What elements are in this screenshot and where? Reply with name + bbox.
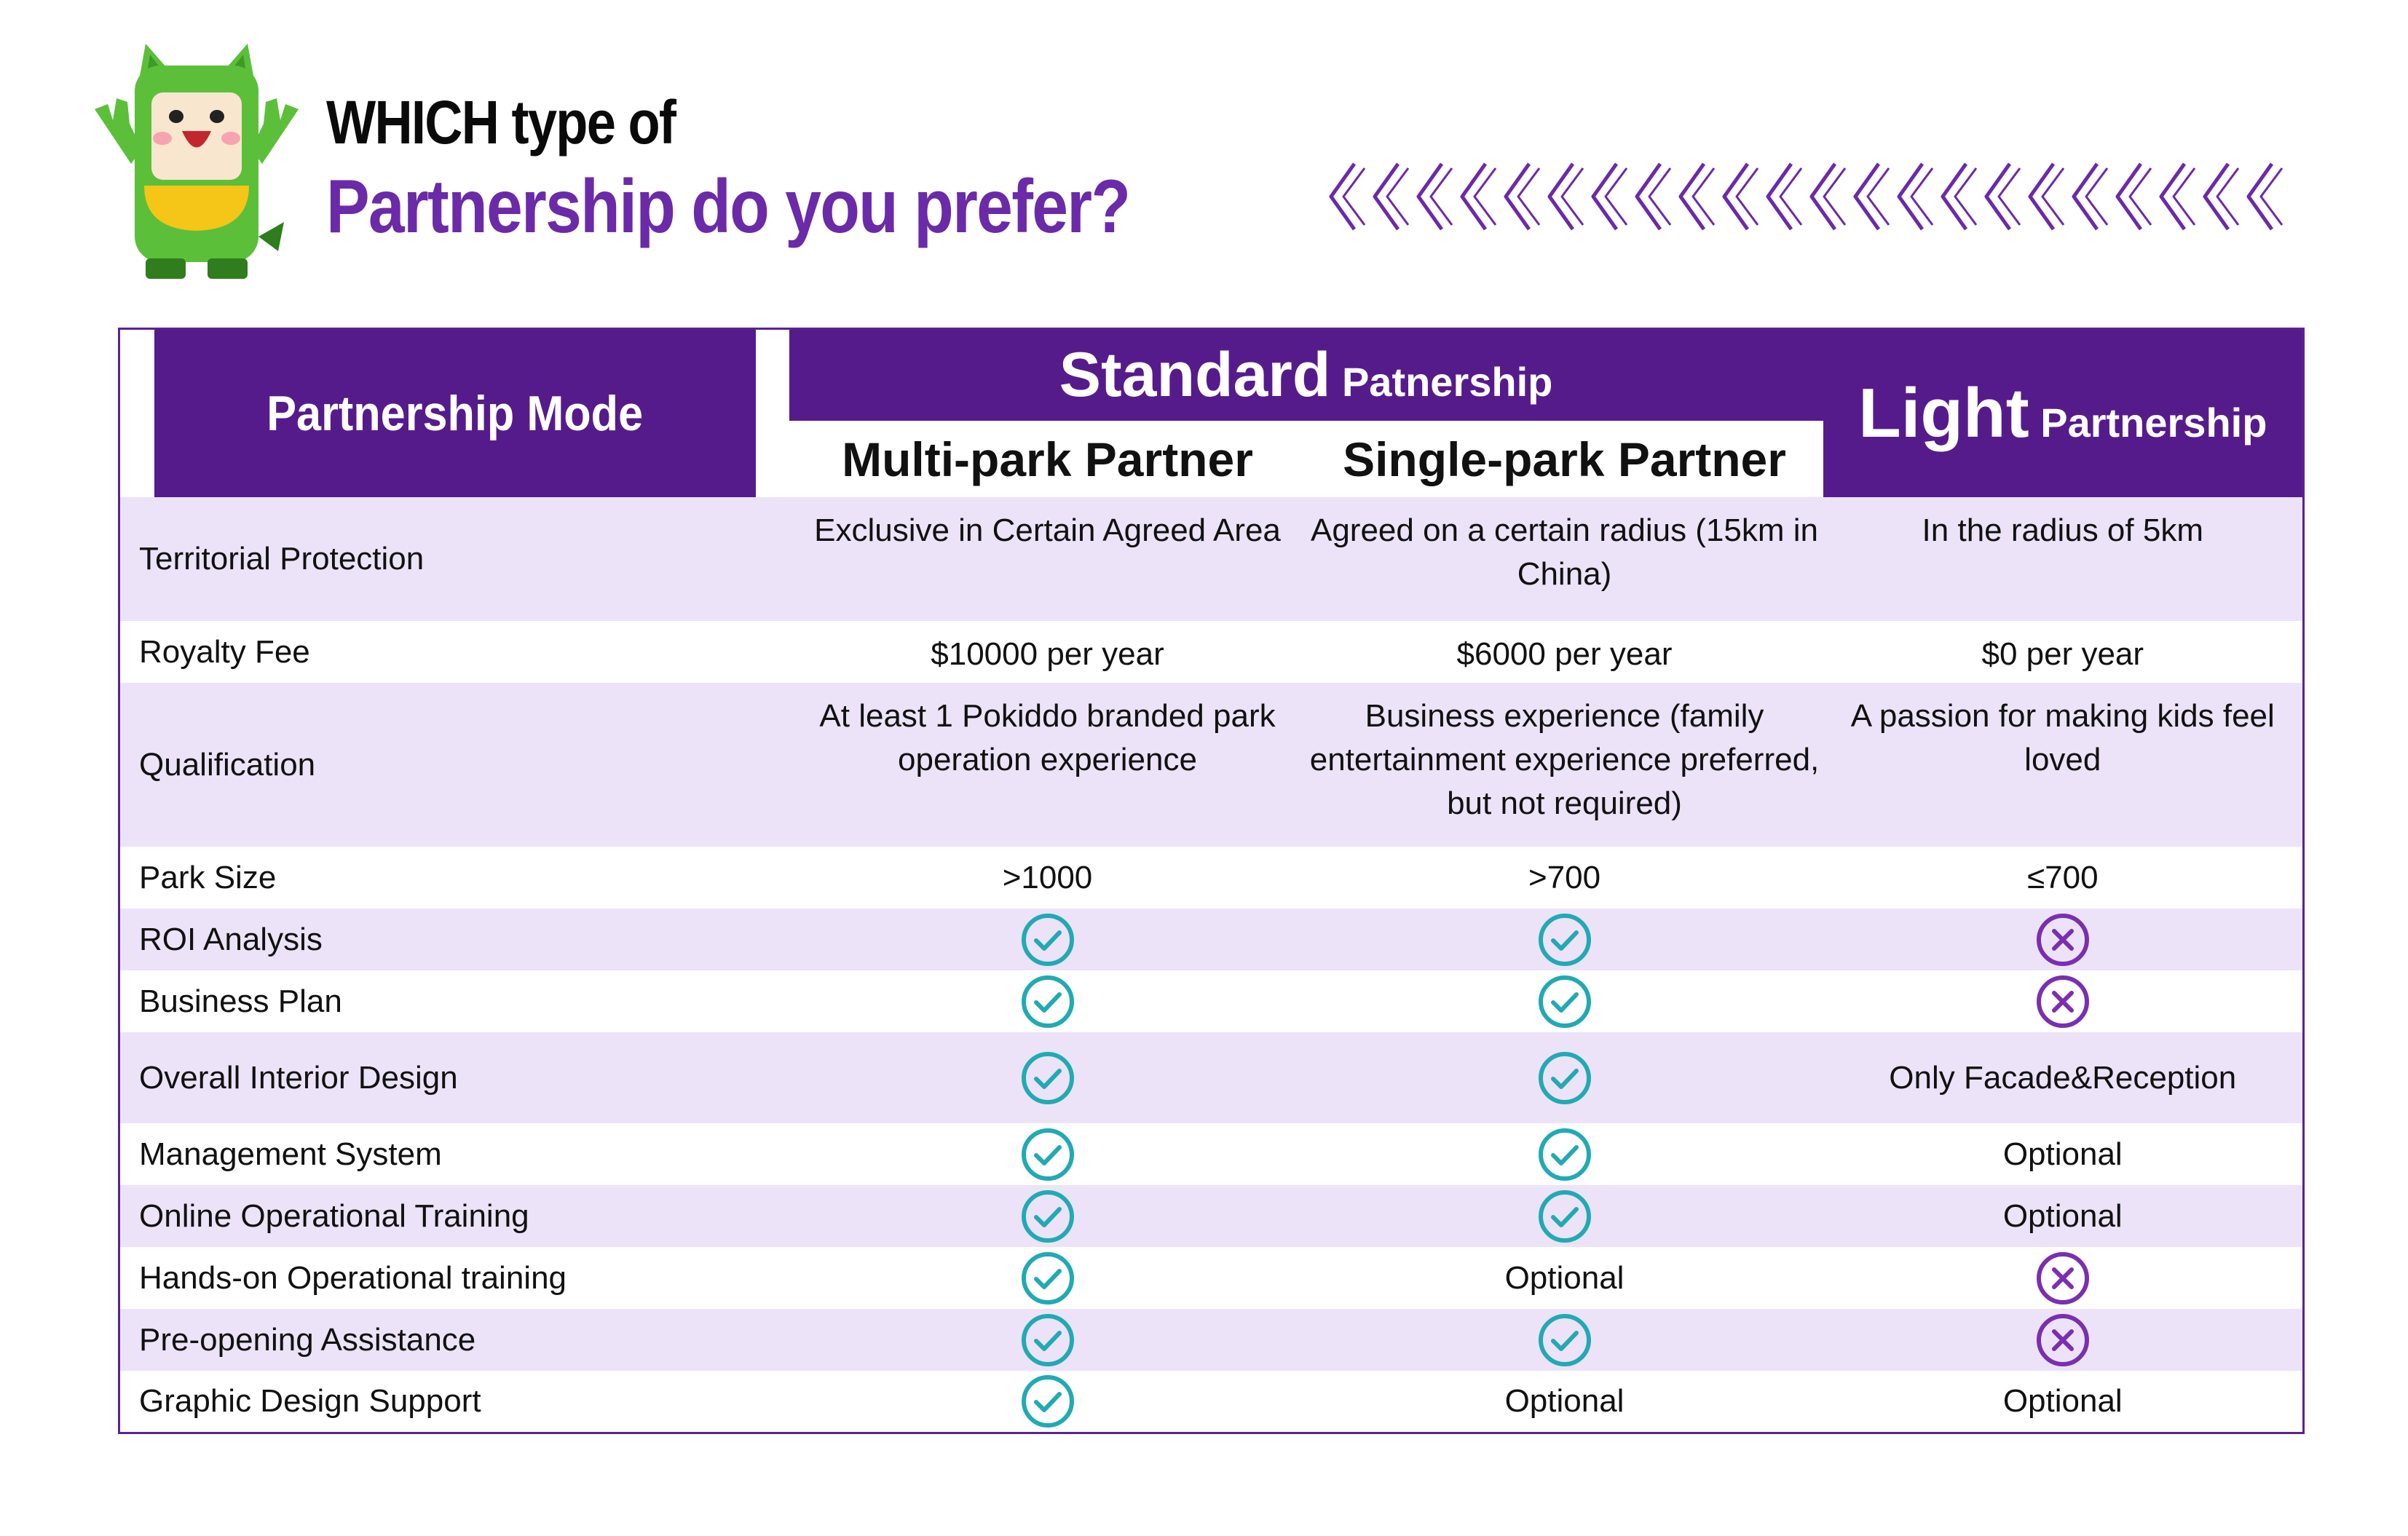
cell-light: $0 per year (1823, 621, 2304, 683)
light-big: Light (1858, 374, 2029, 452)
row-label: Qualification (119, 683, 789, 847)
row-label: Overall Interior Design (119, 1032, 789, 1123)
check-icon (1306, 1032, 1823, 1123)
check-icon (1306, 1123, 1823, 1185)
table-row: Qualification At least 1 Pokiddo branded … (119, 683, 2304, 847)
check-icon (789, 1247, 1306, 1309)
check-icon (789, 1185, 1306, 1247)
cell-multi: Exclusive in Certain Agreed Area (789, 497, 1306, 621)
cross-icon (1823, 1247, 2304, 1309)
multi-park-header: Multi-park Partner (789, 421, 1306, 497)
light-partnership-header: Light Partnership (1823, 328, 2304, 497)
row-label: Management System (119, 1123, 789, 1185)
standard-partnership-header: Standard Patnership (789, 328, 1823, 421)
cell-single: Business experience (family entertainmen… (1306, 683, 1823, 847)
cross-icon (1823, 908, 2304, 970)
cell-single: Agreed on a certain radius (15km in Chin… (1306, 497, 1823, 621)
cell-light: Optional (1823, 1123, 2304, 1185)
partnership-mode-header: Partnership Mode (152, 328, 756, 497)
table-row: ROI Analysis (119, 908, 2304, 970)
cell-single: Optional (1306, 1247, 1823, 1309)
cross-icon (1823, 970, 2304, 1032)
check-icon (1306, 970, 1823, 1032)
cell-light: Optional (1823, 1185, 2304, 1247)
title-line-2: Partnership do you prefer? (326, 165, 1131, 249)
cell-light: In the radius of 5km (1823, 497, 2304, 621)
check-icon (789, 1123, 1306, 1185)
row-label: Hands-on Operational training (119, 1247, 789, 1309)
table-row: Park Size >1000 >700 ≤700 (119, 847, 2304, 908)
check-icon (789, 970, 1306, 1032)
cell-multi: >1000 (789, 847, 1306, 908)
partnership-table: Partnership Mode Standard Patnership Lig… (118, 328, 2305, 1434)
cell-light: Only Facade&Reception (1823, 1032, 2304, 1123)
row-label: Online Operational Training (119, 1185, 789, 1247)
cell-light: ≤700 (1823, 847, 2304, 908)
table-row: Business Plan (119, 970, 2304, 1032)
row-label: Graphic Design Support (119, 1371, 789, 1433)
table-row: Management System Optional (119, 1123, 2304, 1185)
check-icon (1306, 1309, 1823, 1371)
table-row: Royalty Fee $10000 per year $6000 per year… (119, 621, 2304, 683)
table-row: Pre-opening Assistance (119, 1309, 2304, 1371)
partnership-mode-label: Partnership Mode (266, 386, 643, 441)
check-icon (789, 1032, 1306, 1123)
cell-light: A passion for making kids feel loved (1823, 683, 2304, 847)
cell-single: >700 (1306, 847, 1823, 908)
row-label: Business Plan (119, 970, 789, 1032)
row-label: Royalty Fee (119, 621, 789, 683)
check-icon (1306, 908, 1823, 970)
row-label: Territorial Protection (119, 497, 789, 621)
check-icon (1306, 1185, 1823, 1247)
row-label: Pre-opening Assistance (119, 1309, 789, 1371)
cell-multi: $10000 per year (789, 621, 1306, 683)
cell-single: $6000 per year (1306, 621, 1823, 683)
table-row: Territorial Protection Exclusive in Certa… (119, 497, 2304, 621)
title-line-1: WHICH type of (326, 88, 676, 157)
light-small: Partnership (2040, 400, 2267, 446)
single-park-header: Single-park Partner (1306, 421, 1823, 497)
cell-light: Optional (1823, 1371, 2304, 1433)
row-label: ROI Analysis (119, 908, 789, 970)
check-icon (789, 908, 1306, 970)
standard-small: Patnership (1341, 359, 1553, 405)
table-row: Online Operational Training Optional (119, 1185, 2304, 1247)
cross-icon (1823, 1309, 2304, 1371)
table-row: Graphic Design Support Optional Optional (119, 1371, 2304, 1433)
standard-big: Standard (1059, 340, 1331, 410)
table-row: Overall Interior Design Only Facade&Recep… (119, 1032, 2304, 1123)
check-icon (789, 1371, 1306, 1433)
cell-multi: At least 1 Pokiddo branded park operatio… (789, 683, 1306, 847)
mascot-logo (95, 44, 299, 279)
cell-single: Optional (1306, 1371, 1823, 1433)
row-label: Park Size (119, 847, 789, 908)
chevron-decoration (1329, 162, 2283, 231)
check-icon (789, 1309, 1306, 1371)
table-row: Hands-on Operational training Optional (119, 1247, 2304, 1309)
